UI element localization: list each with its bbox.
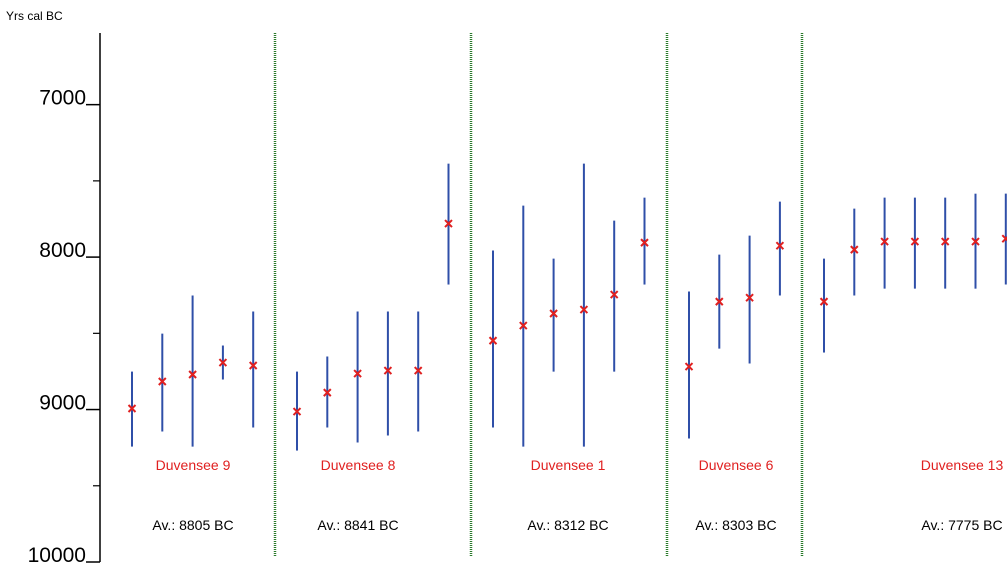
point-marker (775, 241, 785, 250)
point-marker (158, 377, 167, 386)
point-marker (684, 362, 694, 371)
point-marker (353, 369, 362, 378)
point-marker (323, 388, 332, 397)
point-marker (745, 293, 754, 302)
group-average: Av.: 8805 BC (152, 517, 233, 533)
group-name: Duvensee 1 (531, 457, 606, 473)
point-marker (579, 305, 589, 314)
group-average: Av.: 8303 BC (695, 517, 776, 533)
point-marker (880, 237, 889, 246)
y-tick-label: 9000 (39, 392, 86, 415)
group-name: Duvensee 13 (921, 457, 1004, 473)
group-name: Duvensee 9 (156, 457, 231, 473)
point-marker (519, 321, 528, 330)
point-marker (188, 370, 197, 379)
point-marker (715, 297, 724, 306)
point-marker (413, 366, 423, 375)
point-marker (971, 237, 980, 246)
point-marker (910, 237, 920, 246)
y-tick-label: 8000 (39, 239, 86, 262)
point-marker (609, 290, 619, 299)
y-tick-label: 10000 (28, 544, 86, 563)
group-average: Av.: 8841 BC (317, 517, 398, 533)
y-axis-label: Yrs cal BC (6, 9, 63, 23)
group-average: Av.: 8312 BC (527, 517, 608, 533)
point-marker (640, 238, 649, 247)
point-marker (248, 361, 258, 370)
point-marker (1001, 234, 1007, 243)
point-marker (549, 309, 558, 318)
group-name: Duvensee 8 (321, 457, 396, 473)
point-marker (940, 237, 950, 246)
point-marker (292, 407, 302, 416)
point-marker (819, 297, 829, 306)
point-marker (488, 336, 498, 345)
point-marker (444, 219, 453, 228)
group-name: Duvensee 6 (699, 457, 774, 473)
group-average: Av.: 7775 BC (921, 517, 1002, 533)
point-marker (850, 245, 859, 254)
point-marker (218, 358, 228, 367)
point-marker (127, 404, 137, 413)
point-marker (383, 366, 393, 375)
y-tick-label: 7000 (39, 87, 86, 110)
